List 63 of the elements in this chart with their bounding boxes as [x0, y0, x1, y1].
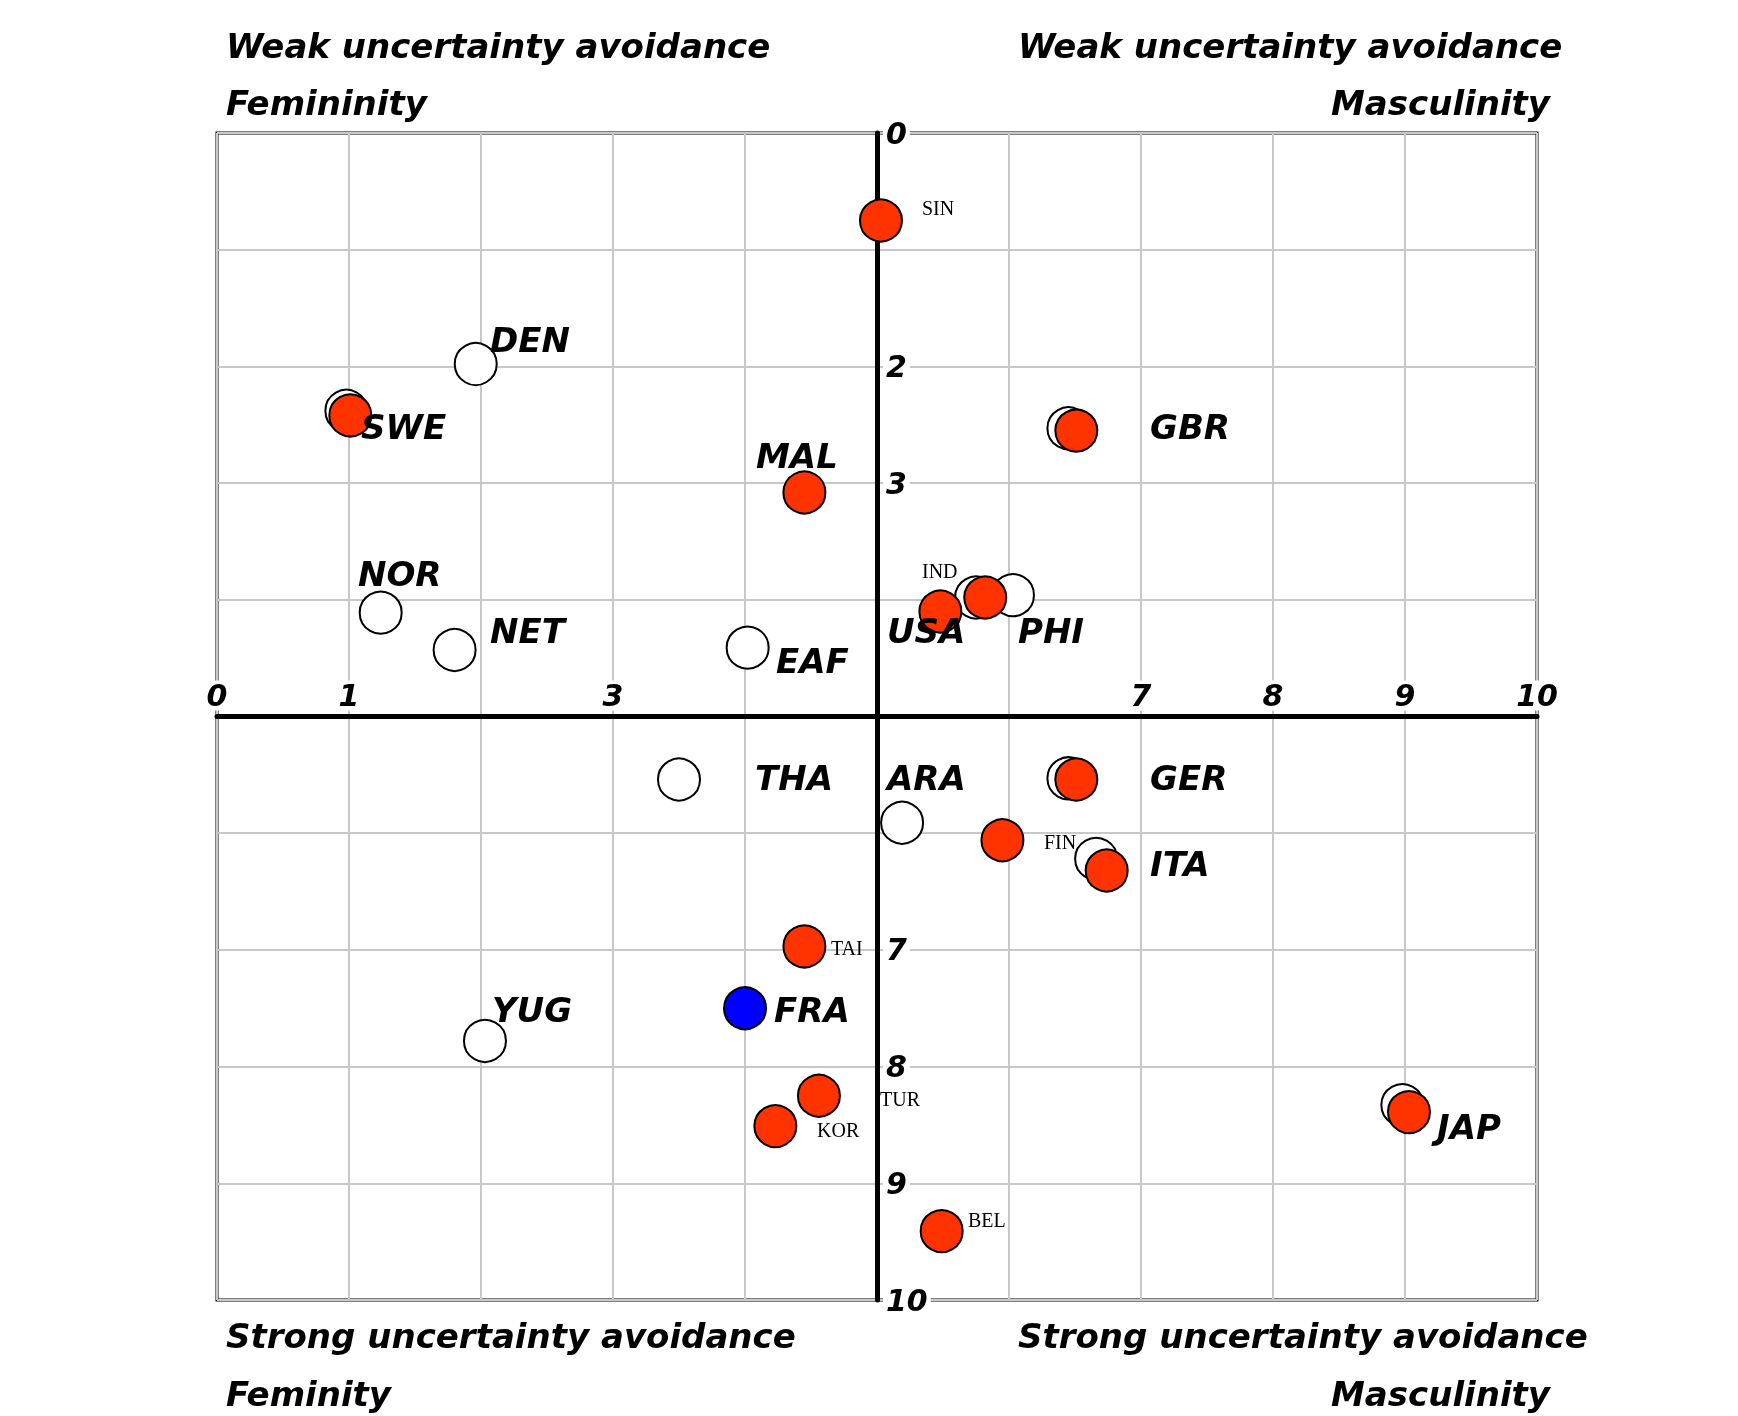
x-tick-label: 0 [206, 678, 228, 713]
annotation: IND [922, 560, 958, 582]
annotation: KOR [817, 1119, 860, 1141]
point [657, 757, 701, 802]
annotation: FIN [1044, 831, 1077, 853]
text: Feminity [226, 1374, 393, 1414]
annotation: JAP [1431, 1107, 1501, 1147]
y-tick-label: 7 [886, 932, 907, 968]
y-tick-label: 9 [886, 1165, 907, 1201]
point [782, 924, 827, 969]
point [358, 590, 403, 635]
annotation: TUR [880, 1088, 921, 1110]
point [880, 800, 925, 845]
point [796, 1073, 841, 1118]
annotation: SWE [361, 407, 447, 447]
annotation: THA [755, 758, 833, 798]
text: Strong uncertainty avoidance [1018, 1316, 1588, 1356]
annotation: NOR [358, 554, 442, 594]
annotation: DEN [490, 320, 570, 360]
annotation: MAL [756, 436, 838, 476]
annotation: ITA [1150, 844, 1210, 884]
point [725, 625, 770, 670]
x-tick-label: 3 [602, 678, 624, 713]
point [1387, 1090, 1431, 1135]
annotation: EAF [776, 641, 849, 681]
y-tick-label: 3 [886, 465, 907, 501]
annotation: PHI [1018, 611, 1085, 651]
y-tick-label: 0 [886, 115, 907, 151]
y-tick-label: 10 [886, 1282, 928, 1318]
annotation: YUG [492, 990, 573, 1030]
point [859, 198, 903, 243]
point [1054, 408, 1099, 453]
y-tick-label: 2 [886, 348, 907, 384]
x-tick-label: 1 [338, 678, 360, 713]
annotation: BEL [968, 1209, 1006, 1231]
text: Weak uncertainty avoidance [226, 26, 771, 66]
annotation: USA [887, 611, 966, 651]
point [782, 470, 827, 515]
point [980, 818, 1025, 863]
x-tick-label: 9 [1394, 678, 1416, 713]
annotation: SIN [922, 197, 955, 219]
point [1084, 848, 1129, 893]
annotation: TAI [831, 937, 863, 959]
point [753, 1104, 798, 1149]
text: Strong uncertainty avoidance [226, 1316, 796, 1356]
y-tick-label: 8 [886, 1049, 907, 1085]
annotation: GBR [1150, 407, 1231, 447]
annotation: ARA [884, 758, 966, 798]
annotation: NET [490, 611, 568, 651]
text: Masculinity [1331, 83, 1552, 123]
text: Weak uncertainty avoidance [1018, 26, 1563, 66]
x-tick-label: 10 [1516, 678, 1558, 713]
point [723, 986, 767, 1031]
annotation: GER [1150, 758, 1228, 798]
point [963, 575, 1008, 620]
text: Masculinity [1331, 1374, 1552, 1414]
point [432, 627, 477, 672]
x-tick-label: 7 [1130, 678, 1152, 713]
annotation: FRA [774, 990, 850, 1030]
point [919, 1209, 964, 1254]
x-tick-label: 8 [1262, 678, 1284, 713]
point [1054, 757, 1099, 802]
text: Femininity [226, 83, 429, 123]
